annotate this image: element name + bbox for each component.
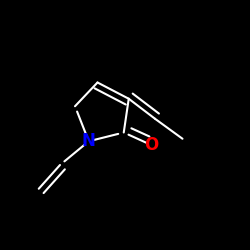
Text: O: O xyxy=(144,136,158,154)
Text: N: N xyxy=(82,132,96,150)
